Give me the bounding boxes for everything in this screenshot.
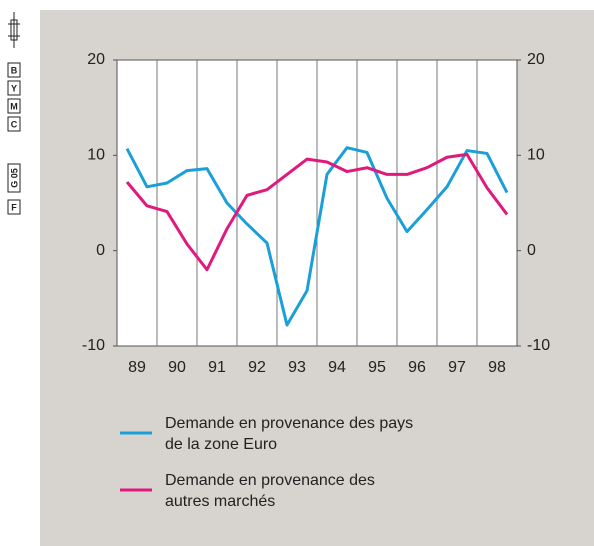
- print-mark-box: [7, 116, 21, 132]
- print-mark: F: [11, 202, 17, 212]
- print-mark: G 05: [9, 168, 19, 188]
- x-tick-label: 91: [208, 359, 226, 376]
- x-tick-label: 95: [368, 359, 386, 376]
- legend-label: Demande en provenance des pays de la zon…: [165, 415, 414, 453]
- x-tick-label: 93: [288, 359, 306, 376]
- data-line: [125, 152, 509, 272]
- x-tick-label: 90: [168, 359, 186, 376]
- register-mark: [8, 12, 20, 48]
- data-line: [125, 146, 509, 327]
- print-mark: Y: [11, 83, 17, 93]
- y2-tick-label: 10: [527, 147, 545, 164]
- y-tick-label: 10: [87, 147, 105, 164]
- print-mark: B: [11, 65, 18, 75]
- print-mark-box: [7, 80, 21, 96]
- print-mark-box: [7, 163, 21, 193]
- y2-tick-label: 0: [527, 242, 536, 259]
- print-mark-box: [7, 62, 21, 78]
- x-tick-label: 94: [328, 359, 346, 376]
- x-tick-label: 92: [248, 359, 266, 376]
- x-tick-label: 89: [128, 359, 146, 376]
- x-tick-label: 98: [488, 359, 506, 376]
- x-tick-label: 96: [408, 359, 426, 376]
- y-tick-label: 20: [87, 51, 105, 68]
- print-mark-box: [7, 199, 21, 215]
- print-mark: M: [10, 101, 18, 111]
- y2-tick-label: -10: [527, 337, 550, 354]
- print-mark-box: [7, 98, 21, 114]
- legend-label: Demande en provenance des autres marchés: [165, 472, 375, 510]
- y-tick-label: 0: [96, 242, 105, 259]
- y-tick-label: -10: [82, 337, 105, 354]
- print-mark: C: [11, 119, 18, 129]
- y2-tick-label: 20: [527, 51, 545, 68]
- x-tick-label: 97: [448, 359, 466, 376]
